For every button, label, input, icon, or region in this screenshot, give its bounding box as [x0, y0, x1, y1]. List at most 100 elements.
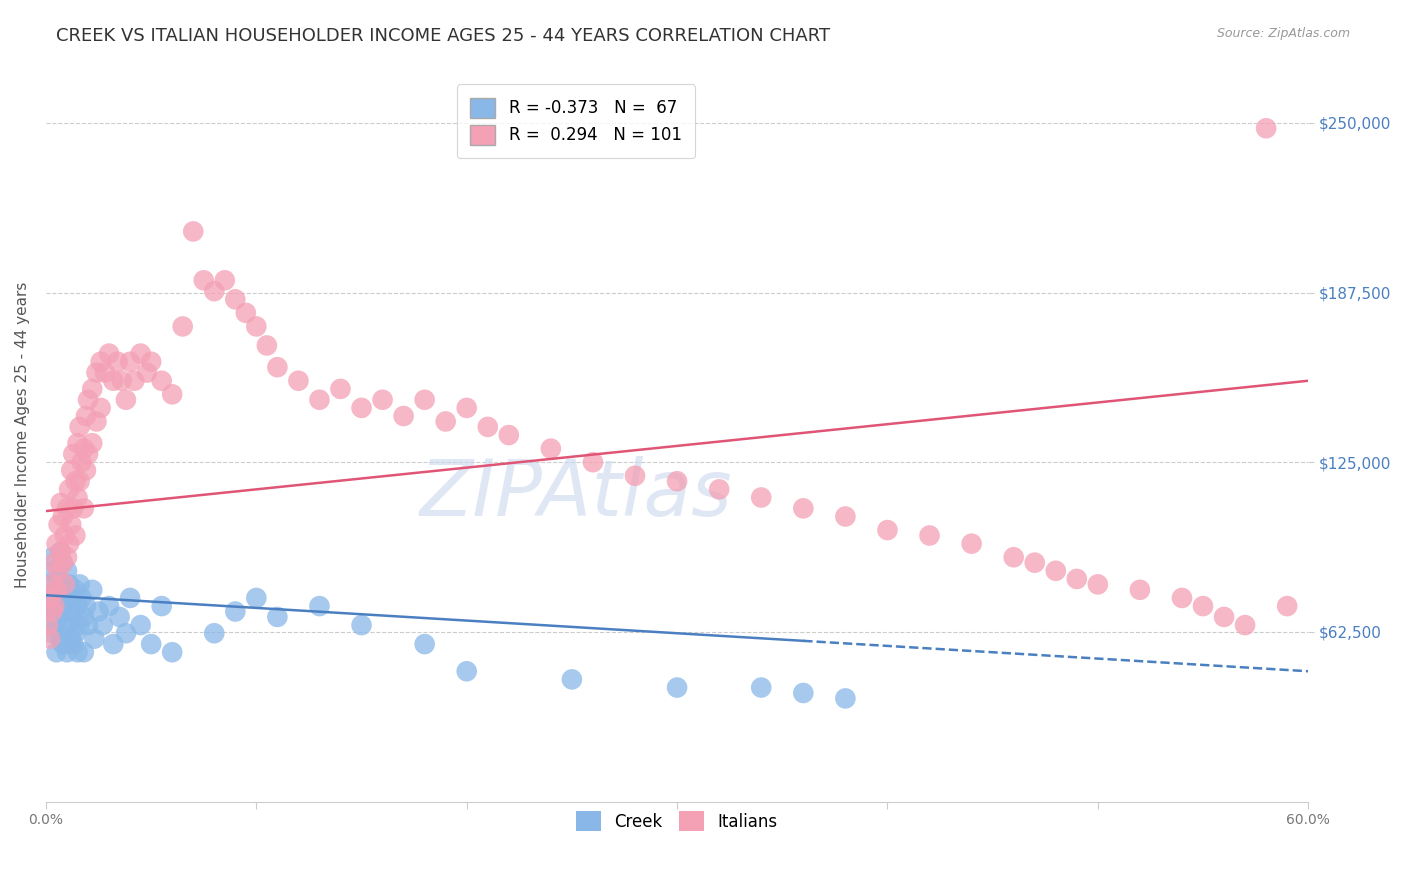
- Point: [60, 591, 83, 605]
- Point: [749, 491, 772, 505]
- Point: [120, 355, 142, 369]
- Point: [39, 591, 62, 605]
- Point: [56, 550, 79, 565]
- Point: [62, 501, 84, 516]
- Point: [1045, 564, 1067, 578]
- Point: [918, 528, 941, 542]
- Point: [53, 618, 76, 632]
- Point: [371, 392, 394, 407]
- Point: [56, 564, 79, 578]
- Point: [1234, 618, 1257, 632]
- Point: [224, 293, 246, 307]
- Point: [150, 599, 173, 613]
- Point: [540, 442, 562, 456]
- Point: [75, 463, 97, 477]
- Point: [350, 618, 373, 632]
- Point: [434, 415, 457, 429]
- Point: [749, 681, 772, 695]
- Point: [124, 374, 146, 388]
- Point: [666, 474, 689, 488]
- Point: [141, 637, 163, 651]
- Text: CREEK VS ITALIAN HOUSEHOLDER INCOME AGES 25 - 44 YEARS CORRELATION CHART: CREEK VS ITALIAN HOUSEHOLDER INCOME AGES…: [56, 27, 831, 45]
- Point: [39, 632, 62, 646]
- Point: [56, 501, 79, 516]
- Point: [53, 528, 76, 542]
- Point: [52, 509, 75, 524]
- Point: [413, 637, 436, 651]
- Point: [141, 355, 163, 369]
- Point: [39, 610, 62, 624]
- Text: ZIPAtlas: ZIPAtlas: [420, 456, 733, 532]
- Point: [214, 273, 236, 287]
- Point: [202, 626, 225, 640]
- Point: [181, 224, 204, 238]
- Point: [60, 632, 83, 646]
- Point: [69, 577, 91, 591]
- Point: [45, 582, 67, 597]
- Point: [834, 691, 856, 706]
- Point: [90, 355, 112, 369]
- Point: [193, 273, 215, 287]
- Point: [82, 436, 104, 450]
- Point: [256, 338, 278, 352]
- Point: [308, 392, 330, 407]
- Point: [1002, 550, 1025, 565]
- Point: [160, 387, 183, 401]
- Point: [103, 374, 125, 388]
- Point: [48, 572, 70, 586]
- Point: [245, 591, 267, 605]
- Point: [1275, 599, 1298, 613]
- Point: [77, 618, 100, 632]
- Point: [44, 556, 66, 570]
- Point: [350, 401, 373, 415]
- Point: [52, 637, 75, 651]
- Point: [70, 455, 93, 469]
- Point: [1129, 582, 1152, 597]
- Point: [69, 474, 91, 488]
- Point: [287, 374, 309, 388]
- Point: [129, 346, 152, 360]
- Point: [44, 564, 66, 578]
- Point: [52, 556, 75, 570]
- Point: [45, 582, 67, 597]
- Point: [876, 523, 898, 537]
- Point: [60, 463, 83, 477]
- Point: [98, 599, 121, 613]
- Point: [52, 599, 75, 613]
- Point: [103, 637, 125, 651]
- Point: [66, 436, 89, 450]
- Point: [58, 618, 80, 632]
- Point: [86, 366, 108, 380]
- Point: [792, 686, 814, 700]
- Point: [150, 374, 173, 388]
- Point: [58, 483, 80, 497]
- Point: [624, 468, 647, 483]
- Point: [582, 455, 605, 469]
- Point: [66, 491, 89, 505]
- Point: [41, 605, 63, 619]
- Point: [960, 536, 983, 550]
- Point: [52, 556, 75, 570]
- Point: [1087, 577, 1109, 591]
- Point: [60, 517, 83, 532]
- Point: [73, 645, 96, 659]
- Point: [53, 582, 76, 597]
- Point: [266, 360, 288, 375]
- Point: [73, 610, 96, 624]
- Point: [48, 610, 70, 624]
- Point: [58, 536, 80, 550]
- Point: [392, 409, 415, 423]
- Point: [108, 610, 131, 624]
- Point: [45, 536, 67, 550]
- Point: [1213, 610, 1236, 624]
- Point: [62, 637, 84, 651]
- Point: [65, 528, 87, 542]
- Point: [69, 618, 91, 632]
- Point: [90, 401, 112, 415]
- Point: [1171, 591, 1194, 605]
- Point: [75, 409, 97, 423]
- Point: [73, 442, 96, 456]
- Point: [62, 447, 84, 461]
- Point: [91, 618, 114, 632]
- Point: [1024, 556, 1046, 570]
